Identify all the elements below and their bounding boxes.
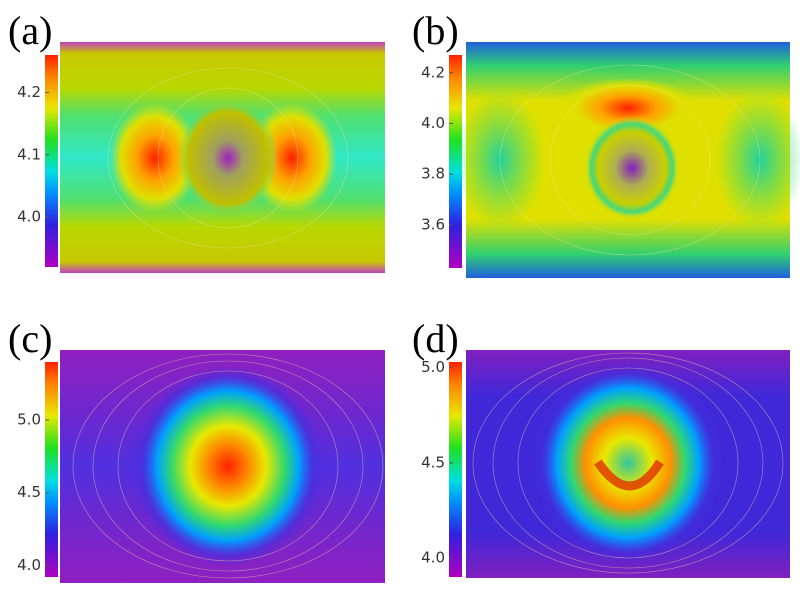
- colorbar-tick-label: 4.0: [17, 208, 41, 226]
- panel-label: (b): [412, 8, 459, 53]
- colorbar-tick-label: 4.0: [17, 556, 41, 574]
- colorbar-tick-label: 4.0: [421, 548, 445, 566]
- colorbar: [45, 362, 58, 577]
- colorbar: [45, 55, 58, 267]
- colorbar-tick-label: 4.0: [421, 114, 445, 132]
- colorbar-tick-label: 3.6: [421, 215, 445, 233]
- colorbar-tick-label: 5.0: [17, 411, 41, 429]
- panel-label: (a): [8, 8, 52, 53]
- panel-label: (c): [8, 316, 52, 361]
- field-a: [60, 42, 385, 273]
- field-c: [60, 350, 385, 583]
- colorbar: [449, 362, 462, 577]
- colorbar: [449, 55, 462, 268]
- contour-lines: [72, 64, 784, 579]
- field-d: [466, 350, 790, 578]
- colorbar-tick-label: 4.1: [17, 145, 41, 163]
- colorbar-tick-label: 4.2: [17, 83, 41, 101]
- colorbar-tick-label: 5.0: [421, 358, 445, 376]
- colorbar-tick-label: 4.5: [17, 483, 41, 501]
- field-b: [455, 42, 800, 278]
- colorbar-tick-label: 3.8: [421, 165, 445, 183]
- colorbar-tick-label: 4.5: [421, 453, 445, 471]
- colorbar-tick-label: 4.2: [421, 63, 445, 81]
- panel-label: (d): [412, 316, 459, 361]
